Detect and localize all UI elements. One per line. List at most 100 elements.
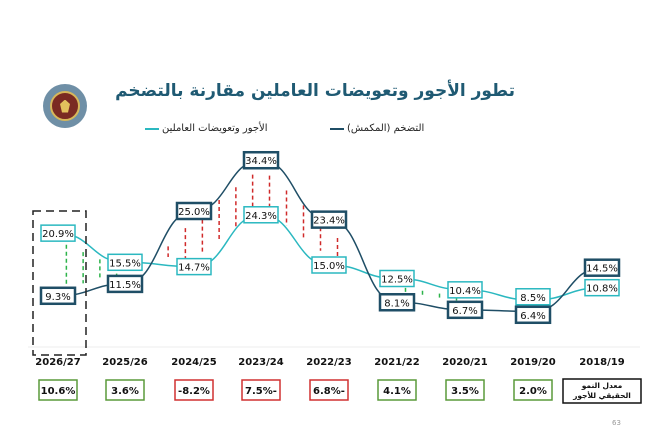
data-label-inflation: 25.0% xyxy=(175,201,213,221)
real-growth-label-box xyxy=(562,378,642,404)
data-label-wages-box xyxy=(40,224,76,242)
x-tick-label: 2022/23 xyxy=(306,357,351,368)
real-growth-box xyxy=(445,379,485,401)
real-growth-value: 10.6% xyxy=(41,386,76,397)
data-label-wages-text: 15.0% xyxy=(313,261,345,272)
legend-swatch-wages xyxy=(145,127,159,130)
data-label-inflation-box xyxy=(106,274,144,294)
data-label-inflation-text: 6.4% xyxy=(520,311,545,322)
x-tick-label: 2021/22 xyxy=(374,357,419,368)
real-growth-box xyxy=(38,379,78,401)
data-label-inflation-box xyxy=(446,300,484,320)
data-label-wages-box xyxy=(107,253,143,272)
real-growth-value: 6.8%- xyxy=(313,386,345,397)
data-label-inflation: 23.4% xyxy=(310,210,348,229)
data-label-inflation: 11.5% xyxy=(106,274,144,294)
legend-swatch-inflation xyxy=(330,127,344,130)
data-label-inflation-box xyxy=(39,286,77,306)
data-label-wages: 14.7% xyxy=(176,257,212,276)
real-growth-value: 4.1% xyxy=(383,386,411,397)
data-label-inflation-box xyxy=(583,258,621,277)
data-label-inflation-box xyxy=(514,305,552,325)
real-growth-cell: 2.0% xyxy=(513,379,553,401)
data-label-inflation-text: 8.1% xyxy=(384,298,409,309)
real-growth-value: 2.0% xyxy=(519,386,547,397)
real-growth-value: 7.5%- xyxy=(245,386,277,397)
data-label-inflation: 14.5% xyxy=(583,258,621,277)
x-tick-label: 2023/24 xyxy=(238,357,283,368)
x-tick-label: 2018/19 xyxy=(579,357,624,368)
data-label-wages: 12.5% xyxy=(379,269,415,288)
legend-item-wages: الأجور وتعويضات العاملين xyxy=(145,123,268,134)
real-growth-value: 3.5% xyxy=(451,386,479,397)
x-tick-label: 2026/27 xyxy=(35,357,80,368)
real-growth-box xyxy=(513,379,553,401)
real-growth-box xyxy=(241,379,281,401)
real-growth-box xyxy=(377,379,417,401)
data-label-inflation: 6.4% xyxy=(514,305,552,325)
x-tick-label: 2025/26 xyxy=(102,357,147,368)
data-label-wages: 24.3% xyxy=(243,206,279,224)
data-label-inflation-box xyxy=(310,210,348,229)
x-tick-label: 2024/25 xyxy=(171,357,216,368)
data-label-wages: 15.0% xyxy=(311,256,347,274)
real-growth-cell: 10.6% xyxy=(38,379,78,401)
real-growth-cell: 7.5%- xyxy=(241,379,281,401)
legend-label-inflation: التضخم (المكمش) xyxy=(347,123,425,134)
real-growth-box xyxy=(174,379,214,401)
projection-highlight-box xyxy=(32,210,87,356)
data-label-wages-text: 24.3% xyxy=(245,211,277,222)
data-label-inflation: 6.7% xyxy=(446,300,484,320)
real-growth-row-label: معدل النمو الحقيقي للأجور xyxy=(562,378,642,404)
data-label-wages-text: 15.5% xyxy=(109,258,141,269)
data-label-inflation-text: 6.7% xyxy=(452,306,477,317)
x-tick-label: 2020/21 xyxy=(442,357,487,368)
data-label-inflation-box xyxy=(378,293,416,312)
data-label-wages: 20.9% xyxy=(40,224,76,242)
data-label-inflation-text: 9.3% xyxy=(45,292,70,303)
data-label-wages-box xyxy=(243,206,279,224)
data-label-wages-box xyxy=(379,269,415,288)
data-label-wages-text: 10.8% xyxy=(586,284,618,295)
data-label-wages-text: 12.5% xyxy=(381,275,413,286)
data-label-inflation-box xyxy=(242,150,280,170)
data-label-wages-box xyxy=(176,257,212,276)
real-growth-cell: 6.8%- xyxy=(309,379,349,401)
real-growth-value: 3.6% xyxy=(111,386,139,397)
real-growth-label-fo: معدل النمو الحقيقي للأجور xyxy=(573,381,631,400)
data-label-inflation-text: 23.4% xyxy=(313,216,345,227)
ministry-seal-logo xyxy=(43,84,87,128)
page-number: 63 xyxy=(612,419,621,427)
data-label-wages-text: 20.9% xyxy=(42,229,74,240)
data-label-inflation: 9.3% xyxy=(39,286,77,306)
legend-label-wages: الأجور وتعويضات العاملين xyxy=(162,123,268,134)
real-growth-cell: 3.5% xyxy=(445,379,485,401)
data-label-wages: 10.8% xyxy=(584,278,620,297)
data-label-wages-text: 8.5% xyxy=(520,293,545,304)
data-label-wages-box xyxy=(311,256,347,274)
data-label-inflation-box xyxy=(175,201,213,221)
page-title: تطور الأجور وتعويضات العاملين مقارنة بال… xyxy=(115,81,515,101)
data-label-wages-box xyxy=(515,288,551,306)
real-growth-value: -8.2% xyxy=(178,386,210,397)
real-growth-box xyxy=(105,379,145,401)
data-label-wages: 8.5% xyxy=(515,288,551,306)
data-label-wages: 10.4% xyxy=(447,281,483,299)
data-label-wages-box xyxy=(584,278,620,297)
data-label-inflation-text: 25.0% xyxy=(178,207,210,218)
x-tick-label: 2019/20 xyxy=(510,357,555,368)
data-label-wages-box xyxy=(447,281,483,299)
data-label-inflation-text: 14.5% xyxy=(586,264,618,275)
legend-item-inflation: التضخم (المكمش) xyxy=(330,123,424,134)
data-label-wages: 15.5% xyxy=(107,253,143,272)
real-growth-label: معدل النمو الحقيقي للأجور xyxy=(573,381,631,400)
real-growth-cell: 3.6% xyxy=(105,379,145,401)
data-label-inflation-text: 11.5% xyxy=(109,280,141,291)
data-label-wages-text: 14.7% xyxy=(178,263,210,274)
data-label-inflation-text: 34.4% xyxy=(245,156,277,167)
real-growth-cell: 4.1% xyxy=(377,379,417,401)
real-growth-cell: -8.2% xyxy=(174,379,214,401)
data-label-inflation: 8.1% xyxy=(378,293,416,312)
real-growth-box xyxy=(309,379,349,401)
